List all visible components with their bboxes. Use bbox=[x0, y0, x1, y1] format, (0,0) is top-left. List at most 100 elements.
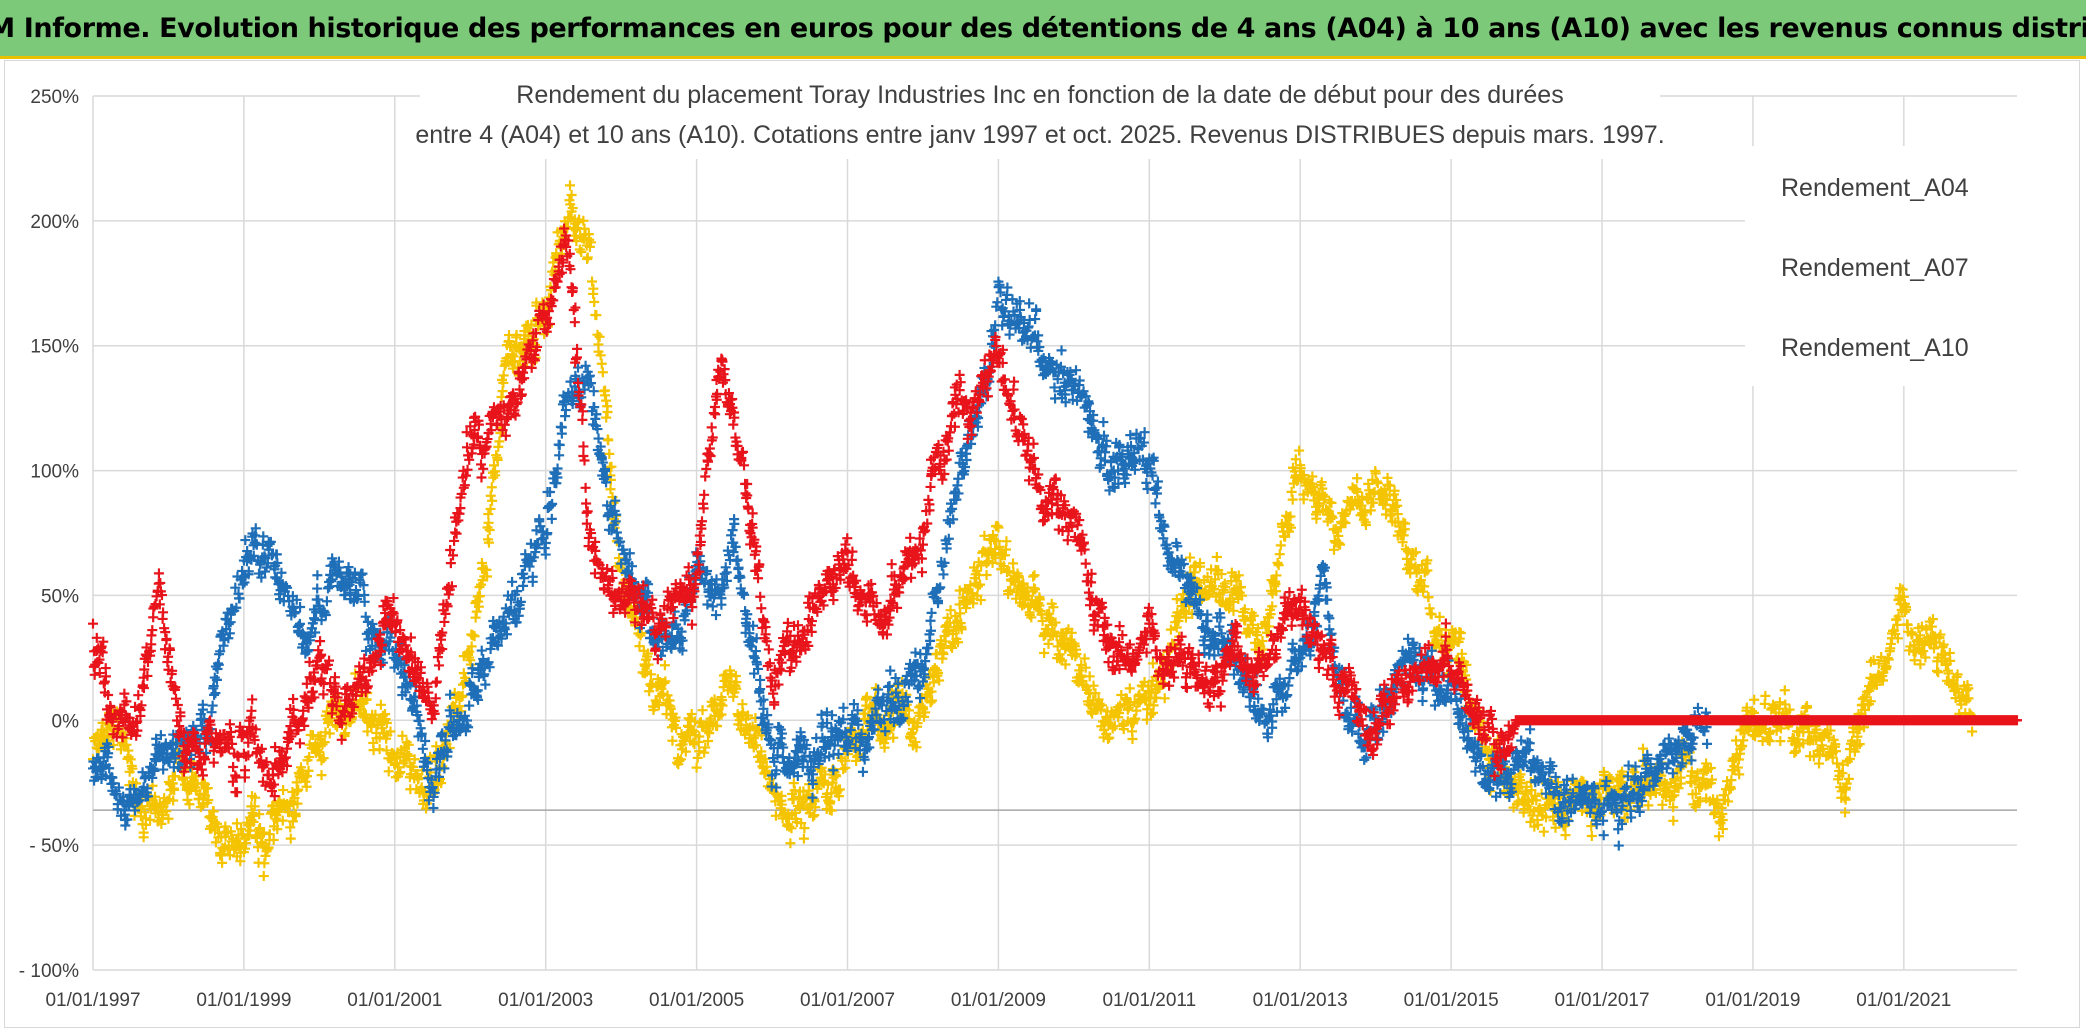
data-point-Rendement_A04 bbox=[912, 721, 923, 732]
data-point-Rendement_A04 bbox=[268, 834, 279, 845]
data-point-Rendement_A07 bbox=[258, 531, 269, 542]
data-point-Rendement_A04 bbox=[731, 683, 742, 694]
data-point-Rendement_A04 bbox=[1749, 694, 1760, 705]
data-point-Rendement_A04 bbox=[464, 646, 475, 657]
data-point-Rendement_A04 bbox=[704, 728, 715, 739]
data-point-Rendement_A04 bbox=[394, 768, 405, 779]
data-point-Rendement_A04 bbox=[474, 591, 485, 602]
data-point-Rendement_A04 bbox=[471, 606, 482, 617]
data-point-Rendement_A04 bbox=[389, 753, 400, 764]
data-point-Rendement_A07 bbox=[507, 576, 518, 587]
data-point-Rendement_A07 bbox=[312, 583, 323, 594]
data-point-Rendement_A04 bbox=[945, 605, 956, 616]
data-point-Rendement_A04 bbox=[287, 816, 298, 827]
data-point-Rendement_A04 bbox=[140, 819, 151, 830]
data-point-Rendement_A04 bbox=[548, 257, 559, 268]
data-point-Rendement_A04 bbox=[366, 721, 377, 732]
data-point-Rendement_A04 bbox=[659, 660, 670, 671]
data-point-Rendement_A04 bbox=[469, 631, 480, 642]
data-point-Rendement_A04 bbox=[751, 724, 762, 735]
chart-frame: 250% 200% 150% 100% 50% 0% - 50% - 100% 01/01/19… bbox=[4, 60, 2080, 1028]
data-point-Rendement_A07 bbox=[711, 610, 722, 621]
data-point-Rendement_A04 bbox=[168, 795, 179, 806]
data-point-Rendement_A04 bbox=[145, 814, 156, 825]
data-point-Rendement_A04 bbox=[786, 823, 797, 834]
data-point-Rendement_A04 bbox=[852, 750, 863, 761]
data-point-Rendement_A04 bbox=[742, 710, 753, 721]
data-point-Rendement_A04 bbox=[492, 454, 503, 465]
data-point-Rendement_A07 bbox=[1359, 754, 1370, 765]
data-point-Rendement_A04 bbox=[756, 746, 767, 757]
data-point-Rendement_A04 bbox=[272, 824, 283, 835]
data-point-Rendement_A04 bbox=[938, 642, 949, 653]
data-point-Rendement_A04 bbox=[408, 761, 419, 772]
data-point-Rendement_A04 bbox=[776, 790, 787, 801]
data-point-Rendement_A04 bbox=[790, 807, 801, 818]
data-point-Rendement_A04 bbox=[485, 490, 496, 501]
data-point-Rendement_A07 bbox=[464, 700, 475, 711]
data-point-Rendement_A04 bbox=[717, 695, 728, 706]
data-point-Rendement_A04 bbox=[385, 726, 396, 737]
data-point-Rendement_A04 bbox=[485, 503, 496, 514]
data-point-Rendement_A04 bbox=[511, 329, 522, 340]
data-point-Rendement_A04 bbox=[293, 784, 304, 795]
data-point-Rendement_A04 bbox=[585, 237, 596, 248]
data-point-Rendement_A04 bbox=[270, 813, 281, 824]
data-point-Rendement_A07 bbox=[1150, 498, 1161, 509]
data-point-Rendement_A04 bbox=[1370, 465, 1381, 476]
data-point-Rendement_A07 bbox=[209, 689, 220, 700]
data-point-Rendement_A04 bbox=[662, 690, 673, 701]
scatter-chart: 250%200%150%100%50%0%- 50%- 100%01/01/19… bbox=[19, 69, 2025, 1011]
data-point-Rendement_A04 bbox=[484, 524, 495, 535]
data-point-Rendement_A04 bbox=[582, 253, 593, 264]
data-point-Rendement_A04 bbox=[822, 779, 833, 790]
data-point-Rendement_A04 bbox=[466, 641, 477, 652]
data-point-Rendement_A07 bbox=[1214, 621, 1225, 632]
data-point-Rendement_A04 bbox=[589, 296, 600, 307]
data-point-Rendement_A04 bbox=[1586, 830, 1597, 841]
data-point-Rendement_A07 bbox=[735, 572, 746, 583]
data-point-Rendement_A04 bbox=[753, 751, 764, 762]
data-point-Rendement_A04 bbox=[1029, 570, 1040, 581]
data-point-Rendement_A07 bbox=[926, 607, 937, 618]
data-point-Rendement_A07 bbox=[556, 428, 567, 439]
data-point-Rendement_A04 bbox=[1275, 540, 1286, 551]
data-point-Rendement_A04 bbox=[588, 283, 599, 294]
data-point-Rendement_A07 bbox=[1199, 648, 1210, 659]
data-point-Rendement_A04 bbox=[340, 728, 351, 739]
data-point-Rendement_A04 bbox=[161, 806, 172, 817]
data-point-Rendement_A04 bbox=[1294, 445, 1305, 456]
data-point-Rendement_A04 bbox=[798, 833, 809, 844]
data-point-Rendement_A07 bbox=[755, 674, 766, 685]
data-point-Rendement_A04 bbox=[643, 659, 654, 670]
data-point-Rendement_A04 bbox=[217, 857, 228, 868]
data-point-Rendement_A04 bbox=[1779, 685, 1790, 696]
data-point-Rendement_A04 bbox=[831, 771, 842, 782]
data-point-Rendement_A04 bbox=[776, 799, 787, 810]
data-point-Rendement_A04 bbox=[932, 670, 943, 681]
data-point-Rendement_A04 bbox=[138, 832, 149, 843]
data-point-Rendement_A07 bbox=[554, 440, 565, 451]
data-point-Rendement_A04 bbox=[490, 470, 501, 481]
data-point-Rendement_A04 bbox=[784, 821, 795, 832]
data-point-Rendement_A04 bbox=[409, 754, 420, 765]
data-point-Rendement_A04 bbox=[645, 669, 656, 680]
data-point-Rendement_A04 bbox=[788, 794, 799, 805]
data-point-Rendement_A04 bbox=[225, 826, 236, 837]
data-point-Rendement_A04 bbox=[1028, 571, 1039, 582]
data-point-Rendement_A04 bbox=[254, 809, 265, 820]
data-point-Rendement_A04 bbox=[1001, 536, 1012, 547]
data-point-Rendement_A04 bbox=[592, 329, 603, 340]
data-point-Rendement_A04 bbox=[808, 811, 819, 822]
data-point-Rendement_A04 bbox=[700, 742, 711, 753]
data-point-Rendement_A04 bbox=[1273, 560, 1284, 571]
data-point-Rendement_A04 bbox=[824, 798, 835, 809]
data-point-Rendement_A04 bbox=[1185, 552, 1196, 563]
data-point-Rendement_A04 bbox=[285, 833, 296, 844]
data-point-Rendement_A04 bbox=[796, 818, 807, 829]
data-point-Rendement_A04 bbox=[981, 569, 992, 580]
data-point-Rendement_A04 bbox=[277, 815, 288, 826]
data-point-Rendement_A04 bbox=[1967, 726, 1978, 737]
data-point-Rendement_A04 bbox=[1668, 815, 1679, 826]
data-point-Rendement_A04 bbox=[403, 739, 414, 750]
